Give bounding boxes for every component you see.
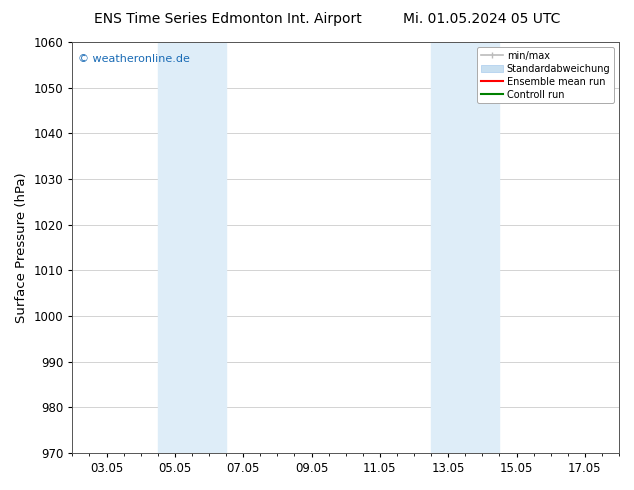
Legend: min/max, Standardabweichung, Ensemble mean run, Controll run: min/max, Standardabweichung, Ensemble me… bbox=[477, 47, 614, 103]
Bar bbox=[431, 42, 500, 453]
Y-axis label: Surface Pressure (hPa): Surface Pressure (hPa) bbox=[15, 172, 28, 323]
Bar bbox=[158, 42, 226, 453]
Text: © weatheronline.de: © weatheronline.de bbox=[78, 54, 190, 64]
Text: Mi. 01.05.2024 05 UTC: Mi. 01.05.2024 05 UTC bbox=[403, 12, 560, 26]
Text: ENS Time Series Edmonton Int. Airport: ENS Time Series Edmonton Int. Airport bbox=[94, 12, 362, 26]
